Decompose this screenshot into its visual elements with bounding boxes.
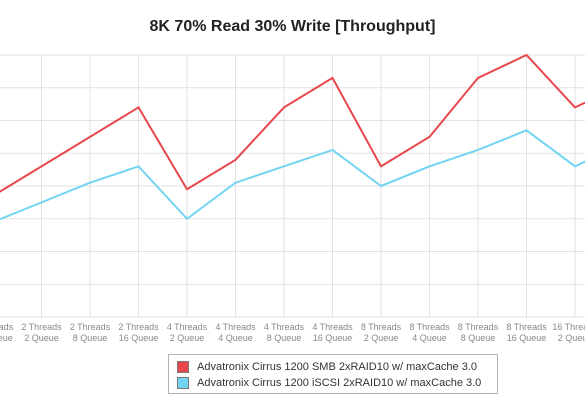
chart-series [0,53,585,221]
x-tick-label-line: 8 Threads [506,322,547,332]
x-tick-label-line: 4 Threads [264,322,305,332]
series-line-1 [0,129,585,221]
legend-label-smb: Advatronix Cirrus 1200 SMB 2xRAID10 w/ m… [197,361,478,373]
x-tick-label: 2 Threads 8 Queue [70,322,111,343]
x-tick-label: 4 Threads 2 Queue [167,322,208,343]
x-tick-label-line: 16 Threads [552,322,585,332]
x-tick-label-line: 8 Threads [458,322,499,332]
x-tick-label: 2 Threads 2 Queue [21,322,62,343]
legend-item-smb: Advatronix Cirrus 1200 SMB 2xRAID10 w/ m… [177,359,497,375]
x-tick-label: 8 Threads 4 Queue [409,322,450,343]
x-tick-label-line: 4 Threads [167,322,208,332]
x-tick-label-line: 8 Threads [361,322,402,332]
x-tick-label-line: 8 Queue [461,333,496,343]
x-tick-label-line: 8 Threads [409,322,450,332]
x-tick-label-line: 4 Threads [312,322,353,332]
x-tick-label-line: 1 Threads [0,322,14,332]
x-tick-label: 8 Threads 16 Queue [506,322,547,343]
legend-swatch-smb [177,361,189,373]
x-tick-label: 4 Threads 8 Queue [264,322,305,343]
x-tick-label-line: 2 Threads [21,322,62,332]
chart-title: 8K 70% Read 30% Write [Throughput] [149,18,436,35]
x-tick-label-line: 16 Queue [507,333,547,343]
x-tick-label-line: 2 Queue [558,333,585,343]
x-tick-label: 8 Threads 8 Queue [458,322,499,343]
x-tick-label: 4 Threads 16 Queue [312,322,353,343]
x-tick-label-line: 8 Queue [73,333,108,343]
x-tick-label: 8 Threads 2 Queue [361,322,402,343]
x-tick-label-line: 2 Threads [118,322,159,332]
x-tick-label: 2 Threads 16 Queue [118,322,159,343]
x-tick-label-line: 8 Queue [267,333,302,343]
x-tick-label-line: 2 Queue [24,333,59,343]
x-tick-label-line: 16 Queue [119,333,159,343]
x-tick-label-line: 4 Threads [215,322,256,332]
legend-swatch-iscsi [177,377,189,389]
x-tick-label-line: 2 Threads [70,322,111,332]
x-tick-label-line: 2 Queue [170,333,205,343]
x-tick-label-line: 16 Queue [313,333,353,343]
x-tick-label: 4 Threads 4 Queue [215,322,256,343]
series-line-0 [0,53,585,193]
x-tick-label-line: 4 Queue [412,333,447,343]
chart-legend: Advatronix Cirrus 1200 SMB 2xRAID10 w/ m… [168,354,498,394]
legend-label-iscsi: Advatronix Cirrus 1200 iSCSI 2xRAID10 w/… [197,377,482,389]
chart-grid [0,54,585,318]
x-tick-label-line: 16 Queue [0,333,13,343]
x-tick-label-line: 2 Queue [364,333,399,343]
legend-item-iscsi: Advatronix Cirrus 1200 iSCSI 2xRAID10 w/… [177,375,497,391]
x-tick-label-line: 4 Queue [218,333,253,343]
